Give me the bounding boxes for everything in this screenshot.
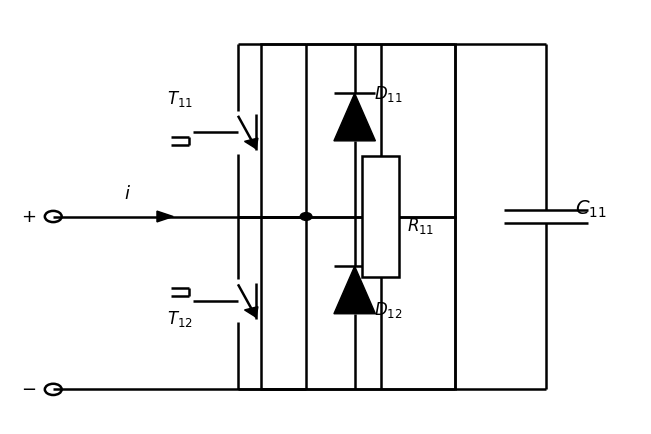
Text: $R_{11}$: $R_{11}$ — [406, 216, 434, 236]
Polygon shape — [245, 307, 258, 318]
Polygon shape — [334, 266, 376, 314]
Polygon shape — [334, 94, 376, 141]
Text: +: + — [21, 208, 36, 226]
Bar — [363, 157, 399, 277]
Polygon shape — [245, 139, 258, 149]
Text: $T_{12}$: $T_{12}$ — [167, 309, 193, 328]
Circle shape — [300, 213, 312, 221]
Bar — [261, 45, 455, 217]
Text: $i$: $i$ — [124, 184, 132, 202]
Text: $C_{11}$: $C_{11}$ — [575, 198, 607, 219]
Text: −: − — [21, 381, 36, 398]
Polygon shape — [157, 212, 173, 222]
Bar — [261, 217, 455, 389]
Text: $D_{11}$: $D_{11}$ — [374, 84, 403, 104]
Text: $D_{12}$: $D_{12}$ — [374, 300, 402, 320]
Text: $T_{11}$: $T_{11}$ — [167, 89, 193, 108]
